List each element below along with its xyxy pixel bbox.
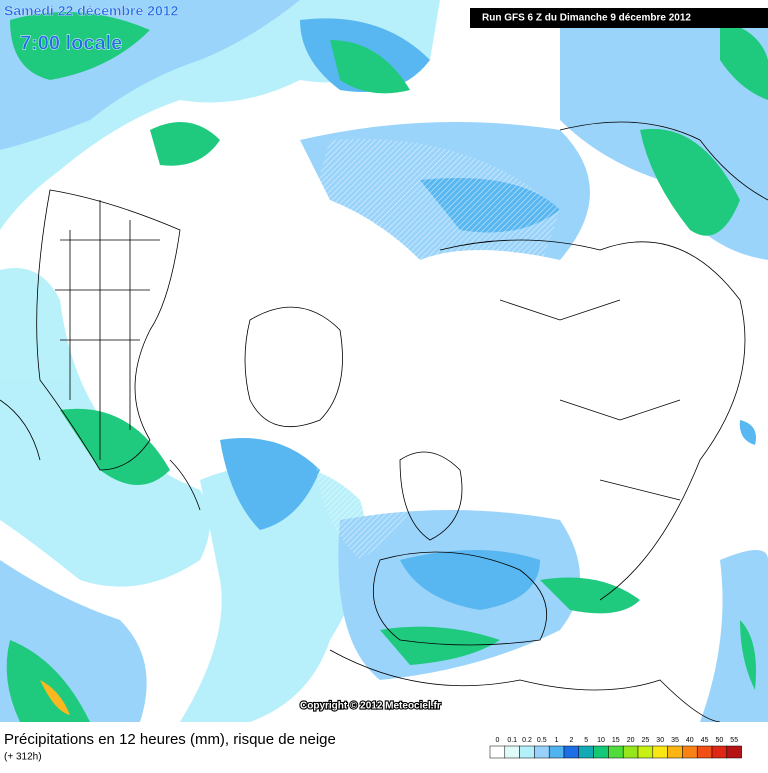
legend-swatch	[548, 745, 565, 759]
legend-label: 5	[584, 737, 588, 744]
map: Samedi 22 décembre 2012 7:00 locale Run …	[0, 0, 768, 723]
legend-label: 0.1	[507, 737, 517, 744]
legend-label: 15	[612, 737, 620, 744]
legend-swatch	[652, 745, 668, 759]
footer	[0, 722, 768, 768]
time-title: 7:00 locale	[20, 32, 122, 54]
legend-label: 40	[686, 737, 694, 744]
legend-swatch	[696, 745, 713, 759]
legend-label: 1	[555, 737, 559, 744]
legend-label: 30	[656, 737, 664, 744]
legend-label: 0.2	[522, 737, 532, 744]
footer-title: Précipitations en 12 heures (mm), risque…	[4, 731, 336, 748]
legend-label: 55	[730, 737, 738, 744]
legend-swatch	[622, 745, 639, 759]
footer-lead: (+ 312h)	[4, 752, 42, 763]
legend-swatch	[637, 745, 654, 759]
legend-swatch	[578, 745, 594, 759]
legend: 0 0.1 0.2 0.5 1 2 5 10 15 20 25 30 35 40 45 50 55	[489, 737, 742, 759]
legend-swatch	[534, 745, 550, 759]
legend-swatch	[504, 745, 520, 759]
legend-swatch	[608, 745, 624, 759]
legend-swatch	[593, 745, 609, 759]
run-label: Run GFS 6 Z du Dimanche 9 décembre 2012	[482, 13, 691, 24]
legend-label: 45	[701, 737, 709, 744]
legend-label: 0.5	[537, 737, 547, 744]
legend-label: 2	[569, 737, 573, 744]
legend-swatch	[489, 745, 506, 759]
date-title: Samedi 22 décembre 2012	[4, 3, 179, 19]
legend-label: 25	[642, 737, 650, 744]
legend-swatch	[519, 745, 535, 759]
copyright: Copyright © 2012 Meteociel.fr	[300, 701, 441, 712]
legend-swatch	[726, 745, 742, 759]
legend-label: 10	[597, 737, 605, 744]
legend-swatch	[682, 745, 698, 759]
legend-label: 20	[627, 737, 635, 744]
legend-swatch	[667, 745, 683, 759]
legend-swatch	[711, 745, 728, 759]
legend-label: 35	[671, 737, 679, 744]
run-banner	[470, 8, 768, 28]
legend-label: 0	[495, 737, 499, 744]
legend-swatch	[563, 745, 580, 759]
legend-label: 50	[716, 737, 724, 744]
